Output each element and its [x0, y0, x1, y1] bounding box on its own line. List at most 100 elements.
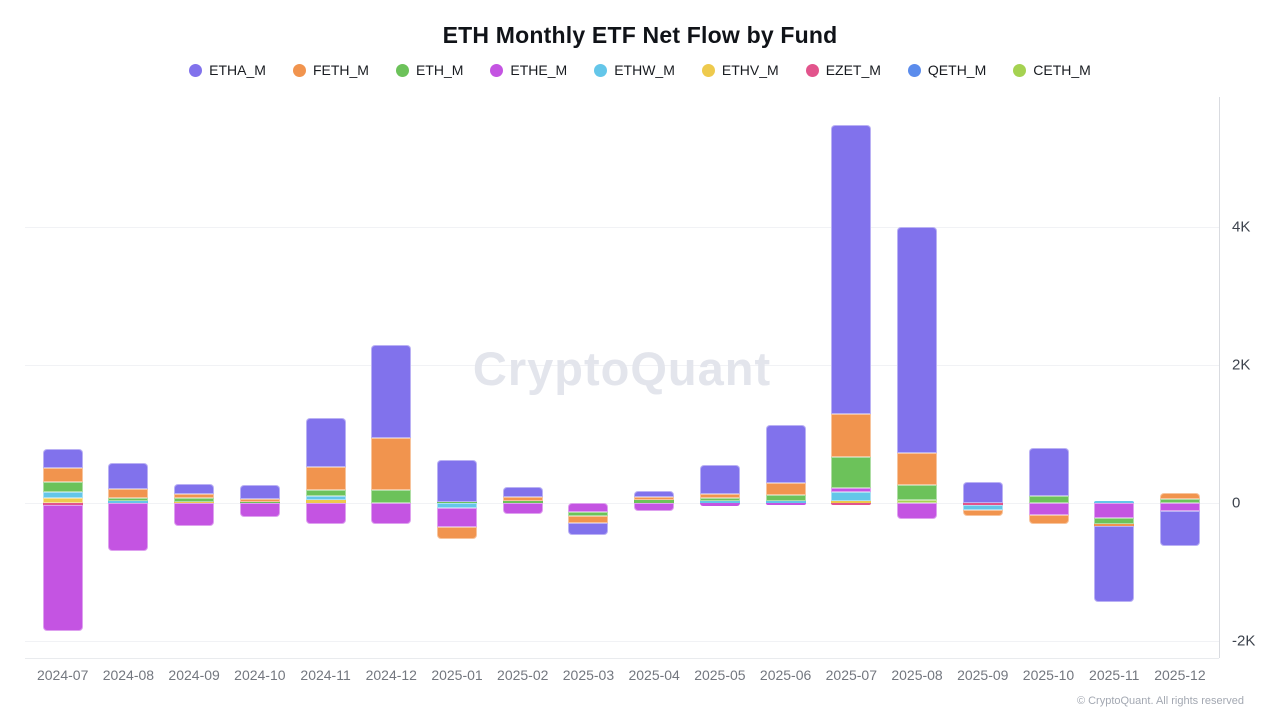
bar-segment-ETHE_M-2025-11 — [1094, 503, 1135, 519]
bar-segment-ETH_M-2024-10 — [239, 501, 280, 503]
bar-segment-ETH_M-2025-05 — [699, 497, 740, 502]
x-tick-label: 2025-06 — [759, 667, 812, 683]
bar-segment-ETHA_M-2025-08 — [897, 227, 938, 453]
bar-segment-ETHV_M-2025-07 — [831, 500, 872, 503]
y-axis-line — [1219, 97, 1220, 658]
legend-label: ETHV_M — [721, 62, 779, 78]
legend-item-ETHW_M[interactable]: ETHW_M — [594, 62, 675, 78]
legend-item-EZET_M[interactable]: EZET_M — [805, 62, 881, 78]
bar-segment-ETHA_M-2024-10 — [239, 485, 280, 499]
x-tick-label: 2025-10 — [1022, 667, 1075, 683]
y-tick-label: 4K — [1232, 218, 1251, 236]
copyright-text: © CryptoQuant. All rights reserved — [1076, 695, 1244, 707]
x-tick-label: 2024-09 — [168, 667, 220, 683]
chart-legend: ETHA_M FETH_M ETH_M ETHE_M ETHW_M ETHV_M EZET_… — [0, 62, 1280, 78]
legend-label: CETH_M — [1033, 62, 1091, 78]
bar-segment-ETH_M-2024-09 — [174, 498, 215, 502]
bar-segment-EZET_M-2025-07 — [831, 503, 872, 505]
x-tick-label: 2024-10 — [234, 667, 286, 683]
legend-item-ETHV_M[interactable]: ETHV_M — [701, 62, 779, 78]
legend-label: ETH_M — [415, 62, 464, 78]
legend-item-FETH_M[interactable]: FETH_M — [292, 62, 369, 78]
y-tick-label: 2K — [1232, 356, 1251, 374]
bar-segment-FETH_M-2025-05 — [699, 493, 740, 498]
bar-segment-ETH_M-2025-11 — [1094, 518, 1135, 525]
legend-item-ETHA_M[interactable]: ETHA_M — [189, 62, 266, 78]
bar-segment-FETH_M-2025-06 — [765, 483, 806, 496]
bar-segment-ETHE_M-2024-11 — [305, 503, 346, 524]
bar-segment-ETHE_M-2024-12 — [371, 503, 412, 525]
bar-segment-ETH_M-2024-12 — [371, 490, 412, 503]
bar-segment-ETHW_M-2024-11 — [305, 496, 346, 501]
legend-label: EZET_M — [825, 62, 881, 78]
x-axis-line — [25, 658, 1219, 659]
y-tick-label: 0 — [1232, 494, 1241, 512]
bar-segment-FETH_M-2024-12 — [371, 438, 412, 491]
bar-segment-EZET_M-2024-07 — [42, 503, 83, 505]
bar-segment-FETH_M-2025-01 — [437, 527, 478, 539]
y-tick-label: -2K — [1232, 632, 1256, 650]
bar-segment-ETHW_M-2025-06 — [765, 500, 806, 503]
x-tick-label: 2024-11 — [300, 667, 351, 683]
bar-segment-ETH_M-2024-11 — [305, 489, 346, 497]
legend-label: ETHA_M — [209, 62, 266, 78]
x-tick-label: 2025-03 — [562, 667, 615, 683]
bar-segment-ETH_M-2025-10 — [1028, 496, 1069, 503]
legend-item-CETH_M[interactable]: CETH_M — [1013, 62, 1091, 78]
x-tick-label: 2024-07 — [36, 667, 89, 683]
bar-segment-ETH_M-2025-03 — [568, 511, 609, 517]
bar-segment-ETHV_M-2024-09 — [174, 501, 215, 503]
bar-segment-FETH_M-2025-11 — [1094, 524, 1135, 527]
bar-segment-ETH_M-2025-02 — [502, 501, 543, 503]
bar-segment-FETH_M-2025-09 — [962, 509, 1003, 517]
bar-segment-ETHA_M-2025-09 — [962, 482, 1003, 503]
bar-segment-ETHE_M-2024-08 — [108, 503, 149, 551]
bar-segment-ETHE_M-2025-05 — [699, 503, 740, 506]
legend-item-ETHE_M[interactable]: ETHE_M — [490, 62, 567, 78]
bar-segment-FETH_M-2025-08 — [897, 452, 938, 486]
x-tick-label: 2025-05 — [694, 667, 746, 683]
bar-segment-ETH_M-2025-07 — [831, 457, 872, 489]
bar-segment-ETHA_M-2025-01 — [437, 460, 478, 502]
bar-segment-ETHW_M-2025-01 — [437, 503, 478, 508]
bar-segment-FETH_M-2025-10 — [1028, 515, 1069, 525]
bar-segment-ETHE_M-2025-07 — [831, 488, 872, 493]
legend-swatch-icon — [594, 63, 608, 77]
bar-segment-ETHE_M-2025-12 — [1159, 503, 1200, 512]
gridline — [25, 503, 1219, 504]
bar-segment-ETH_M-2024-08 — [108, 498, 149, 502]
bar-segment-ETHE_M-2025-06 — [765, 503, 806, 506]
bar-segment-FETH_M-2024-07 — [42, 468, 83, 483]
bar-segment-ETHA_M-2024-07 — [42, 448, 83, 469]
bar-segment-FETH_M-2024-09 — [174, 494, 215, 499]
bar-segment-ETHA_M-2025-12 — [1159, 511, 1200, 547]
bar-segment-ETHE_M-2024-07 — [42, 504, 83, 631]
bar-segment-ETHV_M-2024-07 — [42, 498, 83, 503]
bar-segment-FETH_M-2025-03 — [568, 516, 609, 524]
legend-item-ETH_M[interactable]: ETH_M — [395, 62, 464, 78]
bar-segment-CETH_M-2025-08 — [897, 499, 938, 503]
x-tick-label: 2025-04 — [628, 667, 680, 683]
gridline — [25, 641, 1219, 642]
bar-segment-ETHW_M-2025-11 — [1094, 500, 1135, 503]
bar-segment-FETH_M-2025-04 — [634, 497, 675, 501]
bar-segment-ETHE_M-2025-02 — [502, 503, 543, 515]
bar-segment-ETHA_M-2025-04 — [634, 490, 675, 498]
bar-segment-ETHA_M-2025-10 — [1028, 448, 1069, 497]
legend-swatch-icon — [701, 63, 715, 77]
legend-swatch-icon — [395, 63, 409, 77]
x-tick-label: 2025-01 — [431, 667, 483, 683]
legend-label: FETH_M — [312, 62, 369, 78]
bar-segment-ETHW_M-2024-08 — [108, 501, 149, 503]
legend-item-QETH_M[interactable]: QETH_M — [907, 62, 986, 78]
bar-segment-ETHV_M-2024-11 — [305, 500, 346, 503]
bar-segment-FETH_M-2024-10 — [239, 498, 280, 502]
bar-segment-ETHW_M-2025-05 — [699, 501, 740, 503]
bar-segment-ETHW_M-2025-07 — [831, 492, 872, 501]
bar-segment-ETHA_M-2025-11 — [1094, 526, 1135, 602]
bar-segment-ETHW_M-2024-07 — [42, 492, 83, 499]
bar-segment-ETHA_M-2024-08 — [108, 463, 149, 489]
bar-segment-ETHE_M-2025-08 — [897, 503, 938, 519]
bar-segment-ETHA_M-2025-02 — [502, 487, 543, 497]
bar-segment-ETHW_M-2025-09 — [962, 505, 1003, 510]
